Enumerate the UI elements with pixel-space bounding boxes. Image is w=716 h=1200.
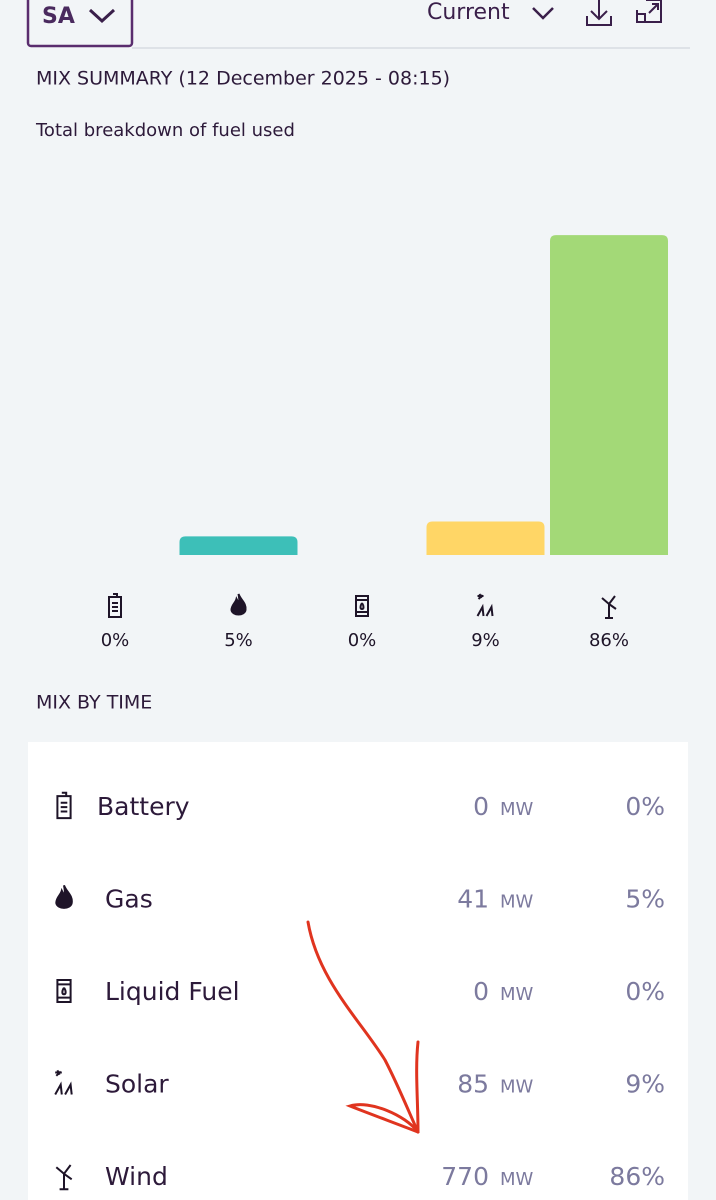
fuel-icon xyxy=(230,593,247,616)
power-unit: MW xyxy=(500,892,534,913)
fuel-name: Battery xyxy=(97,792,190,821)
fuel-icon xyxy=(55,1164,73,1191)
power-value: 0 xyxy=(473,977,489,1006)
fuel-name: Solar xyxy=(105,1070,169,1099)
chevron xyxy=(532,7,554,20)
percent-value: 9% xyxy=(625,1070,665,1099)
power-value: 85 xyxy=(457,1070,489,1099)
fuel-icon xyxy=(108,593,122,618)
region-select[interactable] xyxy=(26,0,134,48)
fuel-icon xyxy=(355,595,369,617)
bar xyxy=(426,521,545,555)
power-unit: MW xyxy=(500,984,534,1005)
value-label: 9% xyxy=(471,630,500,651)
power-unit: MW xyxy=(500,1077,534,1098)
fuel-icon xyxy=(54,1069,73,1095)
chevron xyxy=(88,8,116,24)
fuel-name: Gas xyxy=(105,885,153,914)
power-value: 0 xyxy=(473,792,489,821)
fuel-icon xyxy=(601,595,617,619)
percent-value: 86% xyxy=(609,1162,665,1191)
fuel-name: Wind xyxy=(105,1162,168,1191)
fuel-icon xyxy=(56,791,72,820)
power-value: 770 xyxy=(441,1162,489,1191)
percent-value: 5% xyxy=(625,885,665,914)
fuel-name: Liquid Fuel xyxy=(105,977,240,1006)
percent-value: 0% xyxy=(625,792,665,821)
section-title: MIX BY TIME xyxy=(36,692,152,714)
region-label: SA xyxy=(42,4,75,29)
bar xyxy=(550,235,668,555)
percent-value: 0% xyxy=(625,977,665,1006)
period-label[interactable]: Current xyxy=(427,0,510,25)
expand-icon[interactable] xyxy=(636,0,662,23)
bar xyxy=(179,536,298,555)
value-label: 5% xyxy=(224,630,253,651)
value-label: 86% xyxy=(589,630,629,651)
chart-title: MIX SUMMARY (12 December 2025 - 08:15) xyxy=(36,68,450,90)
value-label: 0% xyxy=(101,630,130,651)
table-panel xyxy=(28,742,688,1200)
power-unit: MW xyxy=(500,1169,534,1190)
chart-subtitle: Total breakdown of fuel used xyxy=(35,120,295,141)
fuel-icon xyxy=(476,593,494,617)
annotation-arrow xyxy=(306,920,420,1134)
download-icon[interactable] xyxy=(586,0,612,26)
power-value: 41 xyxy=(457,885,489,914)
power-unit: MW xyxy=(500,799,534,820)
value-label: 0% xyxy=(348,630,377,651)
fuel-icon xyxy=(56,979,72,1003)
fuel-icon xyxy=(55,884,73,909)
